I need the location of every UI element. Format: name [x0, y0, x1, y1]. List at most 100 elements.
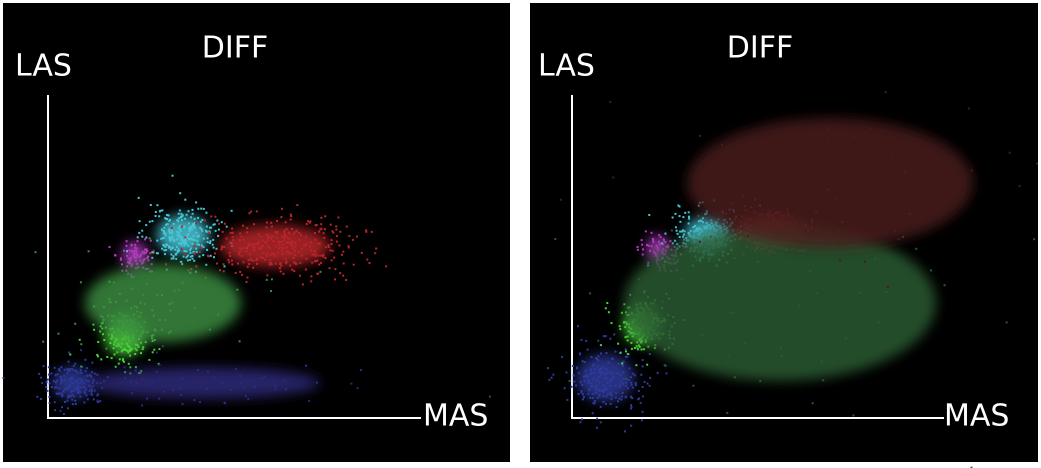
event-dot — [190, 237, 192, 240]
event-dot — [253, 386, 256, 389]
event-dot — [213, 376, 216, 379]
event-dot — [205, 211, 208, 214]
event-dot — [129, 366, 132, 369]
event-dot — [271, 235, 274, 238]
event-dot — [689, 230, 692, 233]
event-dot — [631, 332, 634, 334]
event-dot — [609, 100, 612, 103]
event-dot — [205, 229, 207, 232]
event-dot — [681, 230, 684, 233]
event-dot — [635, 345, 638, 348]
event-dot — [636, 246, 639, 248]
event-dot — [206, 237, 209, 240]
event-dot — [182, 255, 185, 258]
event-dot — [133, 253, 136, 256]
event-dot — [623, 321, 626, 324]
event-dot — [636, 341, 639, 344]
event-dot — [171, 246, 174, 249]
event-dot — [67, 360, 70, 363]
event-dot — [90, 392, 93, 395]
event-dot — [116, 351, 119, 354]
event-dot — [191, 255, 194, 257]
event-dot — [166, 214, 169, 216]
event-dot — [72, 390, 75, 393]
event-dot — [187, 238, 190, 241]
event-dot — [36, 395, 39, 398]
event-dot — [332, 231, 335, 234]
event-dot — [246, 227, 249, 230]
event-dot — [218, 222, 220, 225]
event-dot — [99, 382, 102, 384]
event-dot — [273, 253, 276, 256]
event-dot — [335, 235, 338, 238]
event-dot — [170, 227, 173, 230]
event-dot — [79, 381, 82, 383]
event-dot — [60, 366, 63, 369]
event-dot — [601, 389, 604, 392]
event-dot — [115, 345, 118, 347]
event-dot — [594, 387, 597, 390]
event-dot — [890, 154, 892, 157]
event-dot — [143, 252, 146, 255]
event-dot — [268, 263, 271, 266]
event-dot — [594, 400, 596, 403]
event-dot — [143, 258, 146, 260]
event-dot — [311, 253, 314, 256]
event-dot — [646, 363, 649, 366]
event-dot — [227, 258, 230, 261]
event-dot — [613, 333, 616, 336]
event-dot — [282, 247, 285, 249]
event-dot — [247, 243, 250, 246]
event-dot — [79, 395, 82, 398]
event-dot — [238, 251, 241, 253]
event-dot — [292, 247, 295, 250]
event-dot — [185, 240, 187, 243]
event-dot — [206, 388, 209, 390]
event-dot — [606, 371, 609, 374]
event-dot — [688, 234, 691, 237]
event-dot — [193, 259, 196, 262]
event-dot — [607, 311, 610, 314]
event-dot — [198, 251, 201, 254]
event-dot — [716, 225, 719, 227]
event-dot — [134, 259, 137, 262]
event-dot — [606, 377, 609, 380]
event-dot — [583, 375, 585, 378]
event-dot — [320, 216, 323, 219]
event-dot — [260, 245, 263, 248]
event-dot — [256, 262, 258, 265]
event-dot — [316, 259, 319, 262]
event-dot — [225, 237, 228, 240]
x-axis-label: MAS — [423, 399, 488, 434]
event-dot — [270, 261, 273, 264]
event-dot — [186, 255, 189, 258]
event-dot — [96, 394, 99, 397]
event-dot — [688, 233, 691, 236]
event-dot — [141, 235, 144, 238]
event-dot — [281, 252, 284, 255]
event-dot — [158, 363, 161, 366]
event-dot — [255, 259, 258, 262]
event-dot — [258, 247, 261, 250]
event-dot — [272, 240, 275, 242]
event-dot — [593, 371, 596, 374]
event-dot — [324, 246, 327, 249]
event-dot — [602, 335, 605, 338]
event-dot — [178, 387, 181, 390]
event-dot — [71, 390, 74, 393]
event-dot — [294, 249, 297, 252]
event-dot — [170, 257, 173, 260]
event-dot — [597, 355, 600, 358]
event-dot — [603, 372, 606, 375]
event-dot — [191, 212, 194, 215]
event-dot — [609, 384, 612, 387]
event-dot — [718, 187, 721, 190]
event-dot — [585, 374, 588, 377]
event-dot — [679, 220, 682, 223]
event-dot — [701, 334, 704, 337]
event-dot — [604, 368, 607, 371]
event-dot — [167, 332, 170, 334]
event-dot — [102, 333, 104, 336]
event-dot — [100, 358, 103, 361]
event-dot — [625, 350, 627, 353]
